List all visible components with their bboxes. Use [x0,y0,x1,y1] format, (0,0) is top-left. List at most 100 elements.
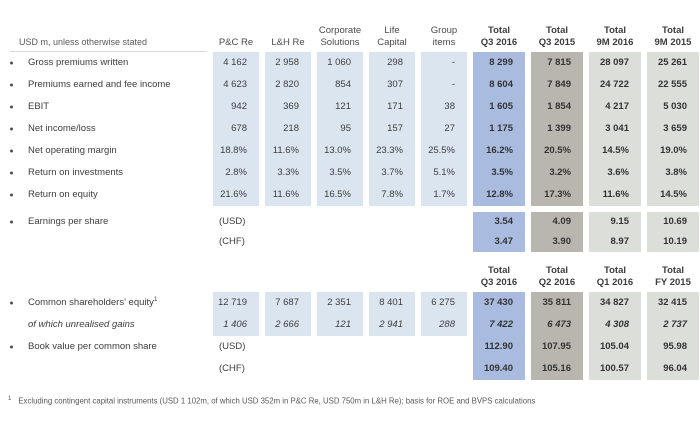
total-q3-2016-cell: 1 175 [473,118,525,140]
total-9m-2015-cell: 14.5% [647,184,699,206]
total-q2-2016-cell: 107.95 [531,336,583,358]
total-q3-2016-cell: 3.54 [473,212,525,232]
total-9m-2016-cell: 8.97 [589,232,641,252]
life-capital-cell: 2 941 [369,314,415,336]
col-header-lh-re: L&H Re [271,36,305,48]
total-q3-2016-cell: 112.90 [473,336,525,358]
total-9m-2015-cell: 19.0% [647,140,699,162]
bullet-icon [10,127,13,131]
group-items-cell: 38 [421,96,467,118]
lh-re-cell: 3.3% [265,162,311,184]
total-q3-2015-cell: 17.3% [531,184,583,206]
corporate-solutions-cell: 121 [317,96,363,118]
total-9m-2015-cell: 22 555 [647,74,699,96]
total-9m-2015-cell: 3.8% [647,162,699,184]
footnote-marker: 1 [8,396,12,402]
corporate-solutions-cell: 2 351 [317,292,363,314]
total-q3-2016-cell: 109.40 [473,358,525,380]
total-9m-2015-cell: 3 659 [647,118,699,140]
row-earnings-per-share-usd: Earnings per share (USD) 3.54 4.09 9.15 … [0,212,699,232]
pc-re-cell: 678 [213,118,259,140]
col-header-total-9m-2015: Total 9M 2015 [654,25,692,48]
pc-re-cell: 21.6% [213,184,259,206]
total-q3-2015-cell: 3.90 [531,232,583,252]
col-header-total-q2-2016: Total Q2 2016 [538,265,576,288]
bullet-icon [10,83,13,87]
col-header-pc-re: P&C Re [218,36,254,48]
section1-header-row: USD m, unless otherwise stated P&C Re L&… [0,20,699,52]
total-9m-2016-cell: 9.15 [589,212,641,232]
row-unrealised-gains: of which unrealised gains 1 406 2 666 12… [0,314,699,336]
row-label: Book value per common share [0,336,207,358]
col-header-total-q3-2016: Total Q3 2016 [480,25,518,48]
total-fy-2015-cell: 2 737 [647,314,699,336]
total-q3-2016-cell: 3.5% [473,162,525,184]
total-9m-2015-cell: 10.69 [647,212,699,232]
lh-re-cell: 11.6% [265,140,311,162]
row-label: Net operating margin [0,140,207,162]
row-common-shareholders-equity: Common shareholders' equity1 12 719 7 68… [0,292,699,314]
row-earnings-per-share-chf: (CHF) 3.47 3.90 8.97 10.19 [0,232,699,252]
lh-re-cell: 11.6% [265,184,311,206]
row-label: Gross premiums written [0,52,207,74]
bullet-icon [10,171,13,175]
total-q3-2016-cell: 12.8% [473,184,525,206]
corporate-solutions-cell: 95 [317,118,363,140]
total-q3-2015-cell: 1 399 [531,118,583,140]
life-capital-cell: 3.7% [369,162,415,184]
life-capital-cell: 7.8% [369,184,415,206]
row-label: Earnings per share [0,212,207,232]
col-header-total-9m-2016: Total 9M 2016 [596,25,634,48]
total-9m-2015-cell: 25 261 [647,52,699,74]
total-q3-2016-cell: 3.47 [473,232,525,252]
row-label [0,358,207,380]
row-net-operating-margin: Net operating margin 18.8% 11.6% 13.0% 2… [0,140,699,162]
row-label: Net income/loss [0,118,207,140]
lh-re-cell: 2 820 [265,74,311,96]
footnote-text: Excluding contingent capital instruments… [18,396,536,406]
col-header-life-capital: Life Capital [377,25,407,48]
bullet-icon [10,149,13,153]
total-9m-2015-cell: 10.19 [647,232,699,252]
col-header-corporate-solutions: Corporate Solutions [318,25,362,48]
corporate-solutions-cell: 1 060 [317,52,363,74]
total-q1-2016-cell: 105.04 [589,336,641,358]
group-items-cell: - [421,74,467,96]
unit-label: USD m, unless otherwise stated [10,20,207,52]
total-q3-2016-cell: 7 422 [473,314,525,336]
total-q2-2016-cell: 105.16 [531,358,583,380]
bullet-icon [10,220,13,224]
life-capital-cell: 307 [369,74,415,96]
row-return-on-equity: Return on equity 21.6% 11.6% 16.5% 7.8% … [0,184,699,206]
col-header-total-q3-2015: Total Q3 2015 [538,25,576,48]
group-items-cell: 25.5% [421,140,467,162]
bullet-icon [10,105,13,109]
group-items-cell: 288 [421,314,467,336]
row-gross-premiums-written: Gross premiums written 4 162 2 958 1 060… [0,52,699,74]
total-fy-2015-cell: 96.04 [647,358,699,380]
row-book-value-per-share-chf: (CHF) 109.40 105.16 100.57 96.04 [0,358,699,380]
total-q1-2016-cell: 4 308 [589,314,641,336]
total-9m-2016-cell: 14.5% [589,140,641,162]
row-net-income-loss: Net income/loss 678 218 95 157 27 1 175 … [0,118,699,140]
total-9m-2015-cell: 5 030 [647,96,699,118]
life-capital-cell: 23.3% [369,140,415,162]
total-fy-2015-cell: 95.98 [647,336,699,358]
row-premiums-earned-fee-income: Premiums earned and fee income 4 623 2 8… [0,74,699,96]
currency-label-usd: (USD) [219,216,246,227]
row-label: Return on investments [0,162,207,184]
corporate-solutions-cell: 854 [317,74,363,96]
total-q2-2016-cell: 35 811 [531,292,583,314]
row-label: Return on equity [0,184,207,206]
row-label [0,232,207,252]
footnote-ref: 1 [153,295,158,303]
row-return-on-investments: Return on investments 2.8% 3.3% 3.5% 3.7… [0,162,699,184]
total-q1-2016-cell: 34 827 [589,292,641,314]
total-q3-2015-cell: 4.09 [531,212,583,232]
lh-re-cell: 369 [265,96,311,118]
currency-label-usd: (USD) [219,341,246,352]
pc-re-cell: 2.8% [213,162,259,184]
total-q3-2015-cell: 20.5% [531,140,583,162]
bullet-icon [10,61,13,65]
total-9m-2016-cell: 3 041 [589,118,641,140]
